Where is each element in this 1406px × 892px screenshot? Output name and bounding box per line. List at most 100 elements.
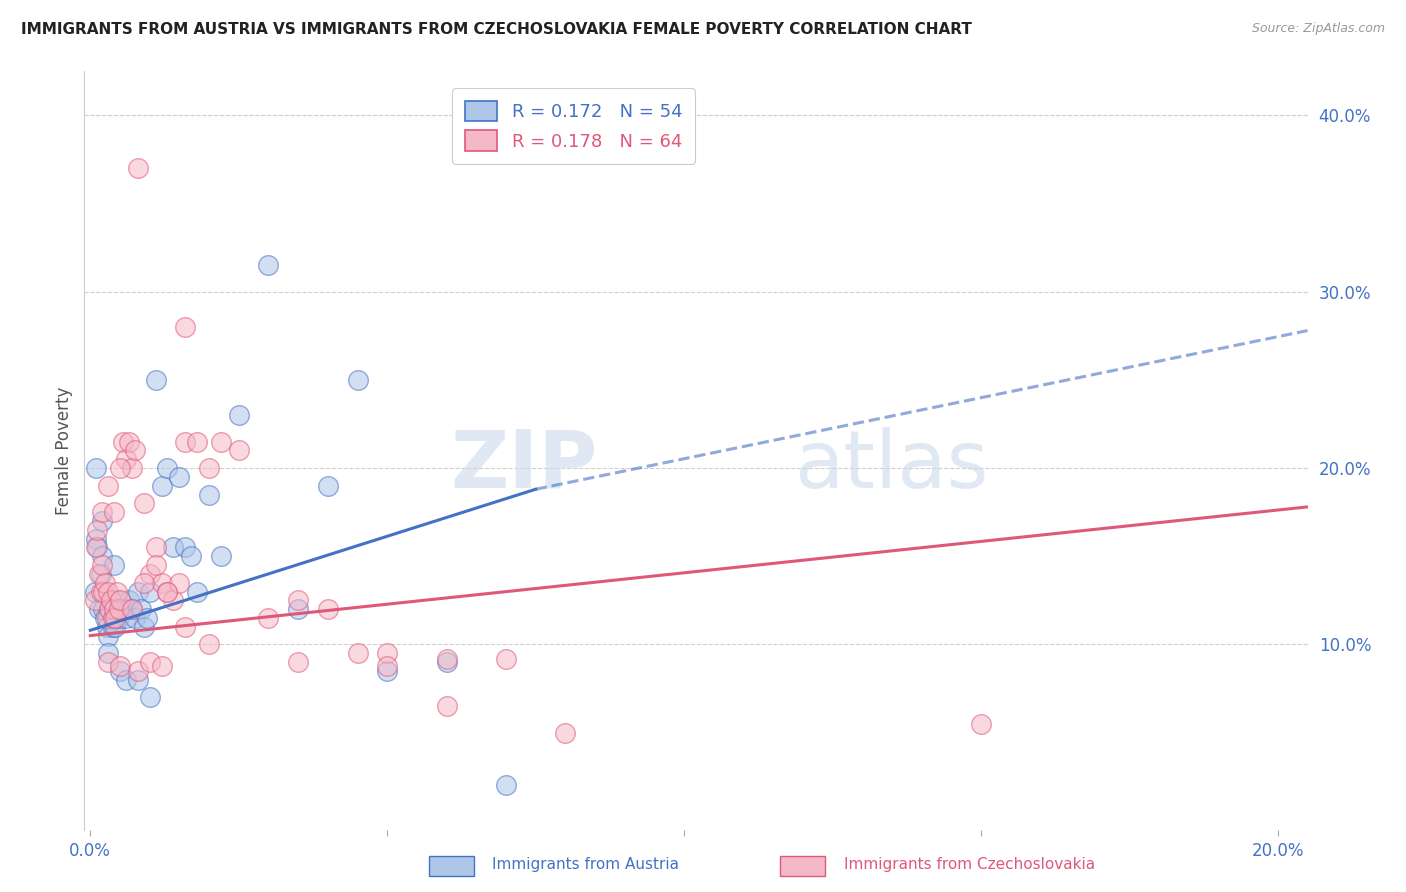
- Point: [115, 611, 138, 625]
- Point: [138, 690, 160, 705]
- Point: [554, 725, 576, 739]
- Point: [107, 602, 129, 616]
- Point: [97, 655, 120, 669]
- Point: [145, 373, 167, 387]
- Point: [132, 620, 155, 634]
- Point: [98, 602, 121, 616]
- Point: [121, 602, 143, 616]
- Point: [104, 620, 127, 634]
- Point: [287, 655, 309, 669]
- Point: [186, 584, 208, 599]
- Point: [156, 461, 179, 475]
- Point: [209, 434, 232, 449]
- Text: atlas: atlas: [794, 426, 988, 505]
- Point: [316, 479, 339, 493]
- Point: [257, 611, 280, 625]
- Legend: R = 0.172   N = 54, R = 0.178   N = 64: R = 0.172 N = 54, R = 0.178 N = 64: [453, 88, 695, 164]
- Point: [105, 584, 128, 599]
- Point: [103, 611, 125, 625]
- Point: [375, 658, 398, 673]
- Point: [84, 593, 107, 607]
- Point: [121, 461, 143, 475]
- Point: [91, 558, 114, 572]
- Point: [111, 434, 134, 449]
- Point: [127, 584, 149, 599]
- Point: [108, 461, 131, 475]
- Point: [138, 566, 160, 581]
- Point: [101, 611, 124, 625]
- Point: [121, 602, 143, 616]
- Point: [86, 523, 108, 537]
- Text: Immigrants from Austria: Immigrants from Austria: [492, 857, 679, 872]
- Point: [375, 664, 398, 678]
- Point: [375, 646, 398, 660]
- Point: [118, 434, 141, 449]
- Point: [257, 258, 280, 272]
- Point: [495, 779, 517, 793]
- Point: [124, 443, 146, 458]
- Point: [436, 655, 458, 669]
- Point: [100, 593, 122, 607]
- Point: [124, 611, 146, 625]
- Point: [97, 629, 120, 643]
- Point: [103, 558, 125, 572]
- Point: [174, 620, 197, 634]
- Point: [115, 452, 138, 467]
- Point: [132, 496, 155, 510]
- Text: Immigrants from Czechoslovakia: Immigrants from Czechoslovakia: [844, 857, 1095, 872]
- Point: [174, 434, 197, 449]
- Point: [100, 593, 122, 607]
- Point: [132, 575, 155, 590]
- Point: [91, 505, 114, 519]
- Point: [115, 673, 138, 687]
- Y-axis label: Female Poverty: Female Poverty: [55, 386, 73, 515]
- Point: [186, 434, 208, 449]
- Point: [150, 479, 173, 493]
- Text: ZIP: ZIP: [451, 426, 598, 505]
- Point: [127, 673, 149, 687]
- Point: [127, 161, 149, 176]
- Point: [495, 651, 517, 665]
- Point: [111, 602, 134, 616]
- Point: [86, 541, 108, 555]
- Text: IMMIGRANTS FROM AUSTRIA VS IMMIGRANTS FROM CZECHOSLOVAKIA FEMALE POVERTY CORRELA: IMMIGRANTS FROM AUSTRIA VS IMMIGRANTS FR…: [21, 22, 972, 37]
- Point: [150, 658, 173, 673]
- Point: [346, 646, 368, 660]
- Point: [97, 479, 120, 493]
- Point: [127, 664, 149, 678]
- Point: [174, 541, 197, 555]
- Point: [162, 593, 184, 607]
- Point: [228, 443, 250, 458]
- Point: [135, 611, 157, 625]
- Point: [94, 575, 117, 590]
- Point: [118, 593, 141, 607]
- Point: [198, 461, 221, 475]
- Point: [108, 602, 131, 616]
- Point: [89, 566, 111, 581]
- Point: [174, 320, 197, 334]
- Point: [198, 487, 221, 501]
- Point: [84, 584, 107, 599]
- Point: [108, 593, 131, 607]
- Point: [108, 664, 131, 678]
- Point: [90, 566, 112, 581]
- Point: [93, 602, 115, 616]
- Point: [91, 514, 114, 528]
- Point: [209, 549, 232, 564]
- Point: [287, 602, 309, 616]
- Point: [162, 541, 184, 555]
- Point: [94, 611, 117, 625]
- Point: [198, 637, 221, 651]
- Point: [169, 575, 191, 590]
- Point: [156, 584, 179, 599]
- Point: [97, 584, 120, 599]
- Point: [138, 655, 160, 669]
- Point: [287, 593, 309, 607]
- Point: [104, 611, 127, 625]
- Point: [156, 584, 179, 599]
- Point: [436, 651, 458, 665]
- Point: [97, 646, 120, 660]
- Point: [90, 584, 112, 599]
- Point: [84, 532, 107, 546]
- Point: [228, 408, 250, 422]
